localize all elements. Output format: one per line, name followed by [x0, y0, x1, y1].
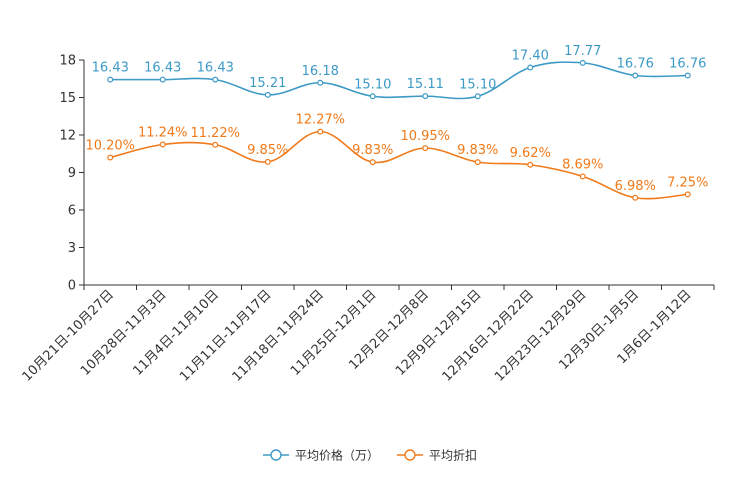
legend-item-2[interactable]: 平均折扣 [397, 448, 477, 463]
data-point[interactable] [212, 141, 219, 148]
data-label: 16.43 [92, 61, 129, 76]
data-point[interactable] [632, 72, 639, 79]
data-label: 16.43 [197, 61, 234, 76]
data-label: 15.11 [407, 77, 444, 92]
data-label: 16.76 [617, 57, 654, 72]
x-tick-label: 12月16日-12月22日 [440, 287, 537, 384]
data-label: 10.20% [85, 139, 135, 154]
data-point[interactable] [159, 76, 166, 83]
data-point[interactable] [579, 59, 586, 66]
series-line [110, 61, 688, 100]
data-point[interactable] [159, 141, 166, 148]
data-point[interactable] [369, 93, 376, 100]
legend-item-1[interactable]: 平均价格（万） [262, 448, 379, 463]
data-point[interactable] [317, 128, 324, 135]
data-point[interactable] [684, 72, 691, 79]
data-point[interactable] [422, 145, 429, 152]
data-point[interactable] [107, 76, 114, 83]
x-tick-label: 12月23日-12月29日 [492, 287, 589, 384]
data-label: 16.76 [669, 57, 706, 72]
x-tick-label: 11月18日-11月24日 [230, 287, 327, 384]
y-tick-label: 9 [68, 166, 76, 181]
axes: 036912151810月21日-10月27日10月28日-11月3日11月4日… [20, 54, 715, 385]
series-layer: 16.43 16.43 16.43 15.21 16.18 15.10 15.11 15.10… [85, 44, 708, 201]
legend-label: 平均折扣 [429, 448, 477, 463]
data-label: 15.21 [249, 76, 286, 91]
y-tick-label: 15 [59, 91, 76, 106]
data-point[interactable] [107, 154, 114, 161]
y-tick-label: 6 [68, 204, 76, 219]
data-label: 9.85% [247, 143, 288, 158]
data-point[interactable] [264, 91, 271, 98]
legend-label: 平均价格（万） [295, 448, 379, 463]
data-label: 16.43 [144, 61, 181, 76]
data-label: 11.24% [138, 126, 188, 141]
x-tick-label: 10月21日-10月27日 [20, 287, 117, 384]
data-point[interactable] [264, 158, 271, 165]
data-point[interactable] [212, 76, 219, 83]
series-2: 10.20%11.24% 11.22% 9.85% 12.27% 9.83% 10.95%… [85, 113, 708, 201]
data-label: 9.62% [510, 146, 551, 161]
legend-marker-icon [270, 449, 282, 461]
data-point[interactable] [527, 64, 534, 71]
data-label: 17.77 [564, 44, 601, 59]
data-point[interactable] [317, 79, 324, 86]
x-tick-label: 11月11日-11月17日 [177, 287, 274, 384]
data-point[interactable] [527, 161, 534, 168]
data-label: 7.25% [667, 175, 708, 190]
y-tick-label: 3 [68, 241, 76, 256]
data-label: 11.22% [190, 126, 240, 141]
data-label: 16.18 [302, 64, 339, 79]
y-tick-label: 0 [68, 279, 76, 294]
data-label: 10.95% [400, 129, 450, 144]
data-label: 15.10 [354, 77, 391, 92]
data-label: 6.98% [615, 179, 656, 194]
y-tick-label: 18 [59, 54, 76, 69]
data-point[interactable] [684, 191, 691, 198]
data-label: 9.83% [352, 143, 393, 158]
data-point[interactable] [369, 159, 376, 166]
y-tick-label: 12 [59, 129, 76, 144]
series-1: 16.43 16.43 16.43 15.21 16.18 15.10 15.11 15.10… [92, 44, 706, 100]
data-label: 12.27% [295, 113, 345, 128]
data-label: 9.83% [457, 143, 498, 158]
data-point[interactable] [474, 159, 481, 166]
data-label: 17.40 [512, 49, 549, 64]
data-point[interactable] [632, 194, 639, 201]
legend[interactable]: 平均价格（万） 平均折扣 [262, 448, 477, 463]
data-point[interactable] [422, 93, 429, 100]
data-point[interactable] [579, 173, 586, 180]
data-label: 15.10 [459, 77, 496, 92]
data-label: 8.69% [562, 157, 603, 172]
legend-marker-icon [404, 449, 416, 461]
data-point[interactable] [474, 93, 481, 100]
